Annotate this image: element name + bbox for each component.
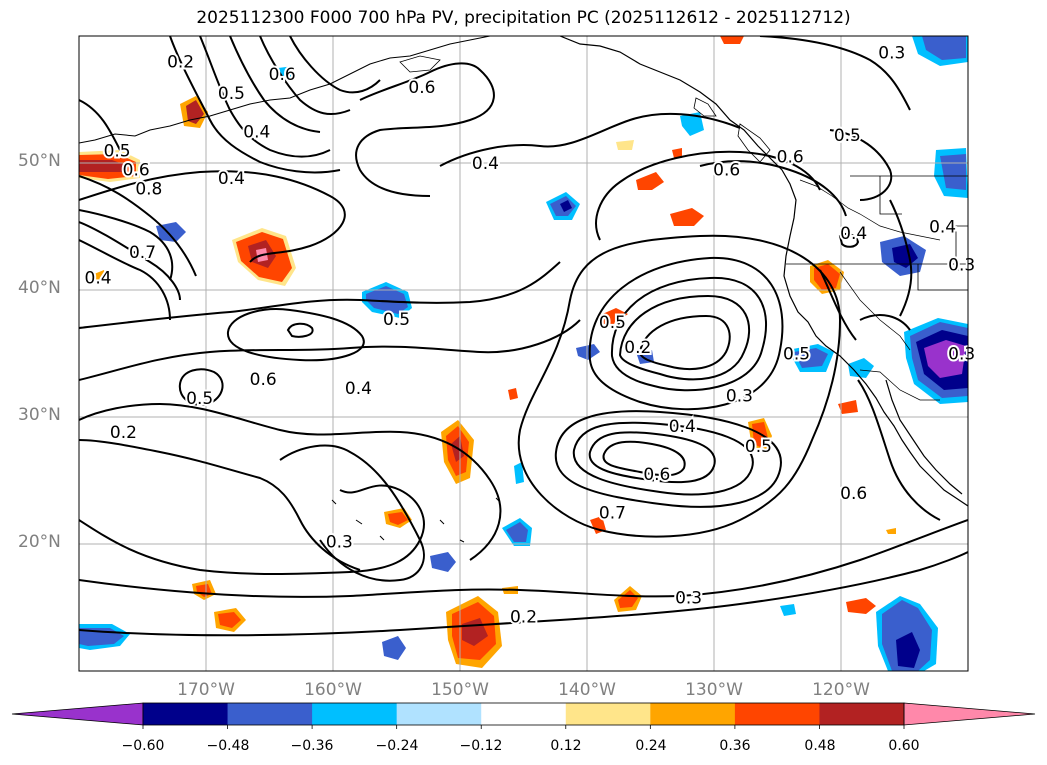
colorbar-segment: [227, 703, 313, 725]
map-frame: [78, 35, 969, 672]
colorbar-segment: [819, 703, 905, 725]
contour-label: 0.4: [243, 122, 270, 142]
contour-label: 0.6: [777, 148, 804, 168]
contour-label: 0.3: [948, 345, 975, 365]
contour-label: 0.6: [408, 78, 435, 98]
colorbar-segment: [565, 703, 651, 725]
lon-label-170w: 170°W: [177, 680, 235, 700]
colorbar-segment: [734, 703, 820, 725]
negative-precip-patch: [876, 596, 938, 671]
negative-precip-patch: [79, 624, 130, 650]
contour-label: 0.2: [167, 52, 194, 72]
colorbar-tick-label: −0.60: [121, 738, 165, 754]
colorbar-tick-label: 0.48: [804, 738, 836, 754]
negative-precip-patch: [362, 282, 412, 318]
positive-precip-patch: [614, 586, 642, 612]
contour-label: 0.3: [878, 44, 905, 64]
contour-label: 0.4: [840, 224, 867, 244]
negative-precip-patch: [912, 36, 968, 66]
positive-precip-patch: [748, 418, 772, 452]
pv-contours: [79, 36, 968, 637]
contour-label: 0.4: [85, 268, 112, 288]
contour-label: 0.5: [599, 313, 626, 333]
colorbar-segment: [312, 703, 398, 725]
contour-label: 0.4: [218, 169, 245, 189]
positive-precip-patch: [846, 598, 876, 614]
lon-label-140w: 140°W: [558, 680, 616, 700]
lon-label-130w: 130°W: [685, 680, 743, 700]
colorbar-tick-label: −0.36: [290, 738, 334, 754]
colorbar-tick-label: 0.36: [719, 738, 751, 754]
colorbar-extend-min: [11, 702, 144, 726]
colorbar-extend-max: [903, 702, 1036, 726]
colorbar-frame: [142, 702, 905, 726]
contour-label: 0.3: [326, 532, 353, 552]
positive-precip-patch: [214, 608, 246, 632]
contour-label: 0.3: [726, 386, 753, 406]
colorbar-tick-label: 0.24: [635, 738, 667, 754]
contour-label: 0.4: [345, 379, 372, 399]
colorbar-tick-label: −0.12: [459, 738, 503, 754]
figure-title: 2025112300 F000 700 hPa PV, precipitatio…: [196, 8, 851, 28]
contour-label: 0.5: [104, 141, 131, 161]
colorbar-segment: [143, 703, 229, 725]
colorbar-tick-label: 0.12: [550, 738, 582, 754]
contour-label: 0.5: [745, 437, 772, 457]
colorbar-segment: [396, 703, 482, 725]
lon-label-120w: 120°W: [812, 680, 870, 700]
contour-label: 0.6: [643, 465, 670, 485]
positive-precip-patch: [94, 36, 896, 594]
contour-label: 0.6: [250, 370, 277, 390]
lat-label-50n: 50°N: [18, 151, 61, 171]
lon-label-160w: 160°W: [304, 680, 362, 700]
colorbar: [11, 702, 1036, 729]
colorbar-tick-label: −0.24: [375, 738, 419, 754]
contour-label: 0.7: [599, 503, 626, 523]
contour-label: 0.5: [218, 84, 245, 104]
negative-precip-patch: [546, 192, 580, 220]
colorbar-segment: [650, 703, 736, 725]
negative-precip-patch: [880, 236, 926, 276]
colorbar-tick-label: 0.60: [888, 738, 920, 754]
contour-label: 0.7: [129, 243, 156, 263]
contour-label: 0.2: [110, 423, 137, 443]
contour-label: 0.4: [472, 154, 499, 174]
positive-precip-patch: [192, 580, 216, 600]
negative-precip-patch: [156, 66, 968, 660]
lon-label-150w: 150°W: [431, 680, 489, 700]
lat-label-20n: 20°N: [18, 532, 61, 552]
contour-labels: 0.20.50.40.60.60.50.60.80.40.40.70.40.60…: [83, 42, 978, 630]
lat-label-40n: 40°N: [18, 278, 61, 298]
contour-label: 0.6: [713, 160, 740, 180]
positive-precip-patch: [441, 420, 474, 484]
contour-label: 0.2: [510, 607, 537, 627]
contour-label: 0.5: [834, 126, 861, 146]
positive-precip-patch: [180, 96, 208, 128]
contour-label: 0.4: [929, 218, 956, 238]
contour-label: 0.3: [675, 588, 702, 608]
colorbar-segment: [481, 703, 567, 725]
contour-label: 0.5: [186, 389, 213, 409]
coastlines: [79, 36, 968, 543]
lat-label-30n: 30°N: [18, 405, 61, 425]
contour-label: 0.2: [624, 338, 651, 358]
contour-label: 0.6: [123, 160, 150, 180]
contour-label: 0.3: [948, 256, 975, 276]
negative-precip-patch: [904, 318, 968, 404]
contour-label: 0.5: [383, 310, 410, 330]
colorbar-tick-label: −0.48: [206, 738, 250, 754]
positive-precip-patch: [232, 228, 296, 286]
positive-precip-patch: [446, 596, 502, 668]
contour-label: 0.6: [269, 65, 296, 85]
contour-label: 0.8: [135, 179, 162, 199]
contour-label: 0.4: [669, 417, 696, 437]
contour-label: 0.5: [783, 345, 810, 365]
contour-label: 0.6: [840, 484, 867, 504]
